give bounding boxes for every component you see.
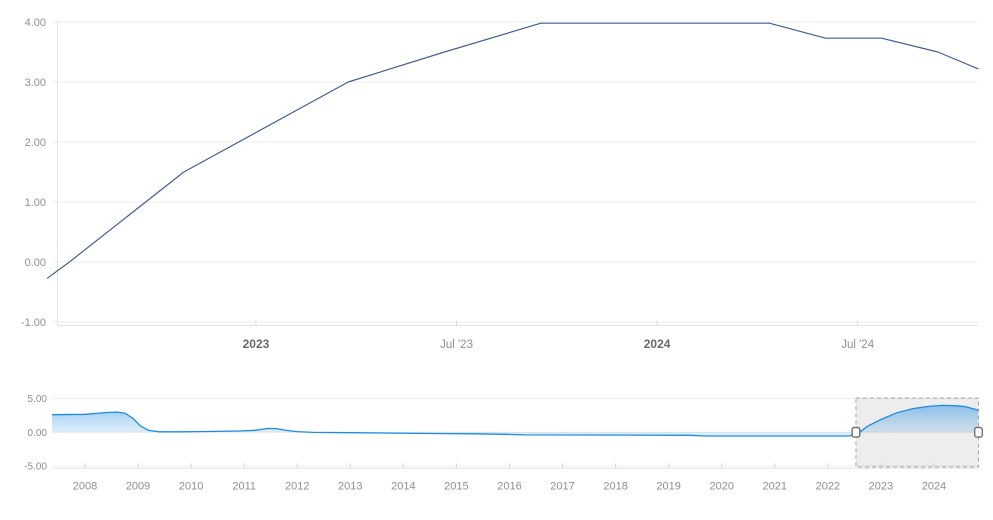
main-y-axis-label: -1.00 [21,317,46,329]
main-chart: 4.00 3.00 2.00 1.00 0.00 -1.00 2023 Jul '23 2024… [21,17,979,351]
main-y-axis-label: 2.00 [25,137,46,149]
main-x-axis-label: 2023 [243,337,270,351]
nav-year-label: 2012 [285,481,309,493]
navigator-handle-right[interactable] [974,426,984,438]
nav-series-line [51,404,979,437]
main-y-axis-label: 3.00 [25,77,46,89]
nav-year-label: 2008 [73,481,97,493]
nav-year-label: 2014 [391,481,415,493]
nav-year-label: 2017 [550,481,574,493]
navigator-handle-left[interactable] [851,426,861,438]
nav-y-axis-label: 5.00 [28,394,48,405]
main-x-axis-label: Jul '23 [440,339,473,351]
nav-year-label: 2023 [869,481,893,493]
navigator: 5.00 0.00 -5.00 2008 2009 2010 2011 2012 2013 201… [24,394,984,493]
nav-year-label: 2022 [816,481,840,493]
nav-year-label: 2015 [444,481,468,493]
main-x-axis-label: Jul '24 [841,339,874,351]
nav-y-axis-label: 0.00 [28,428,48,439]
nav-year-label: 2021 [763,481,787,493]
nav-year-label: 2024 [922,481,946,493]
main-y-axis-label: 0.00 [25,257,46,269]
nav-year-label: 2018 [603,481,627,493]
main-y-axis-label: 1.00 [25,197,46,209]
nav-year-label: 2011 [232,481,256,493]
main-x-axis-label: 2024 [644,337,671,351]
nav-year-label: 2013 [338,481,362,493]
nav-year-label: 2016 [497,481,521,493]
nav-year-label: 2020 [709,481,733,493]
nav-year-label: 2010 [179,481,203,493]
main-series-line [46,22,979,279]
nav-year-label: 2019 [656,481,680,493]
main-y-axis-label: 4.00 [25,17,46,29]
nav-year-label: 2009 [126,481,150,493]
nav-y-axis-label: -5.00 [24,461,47,472]
